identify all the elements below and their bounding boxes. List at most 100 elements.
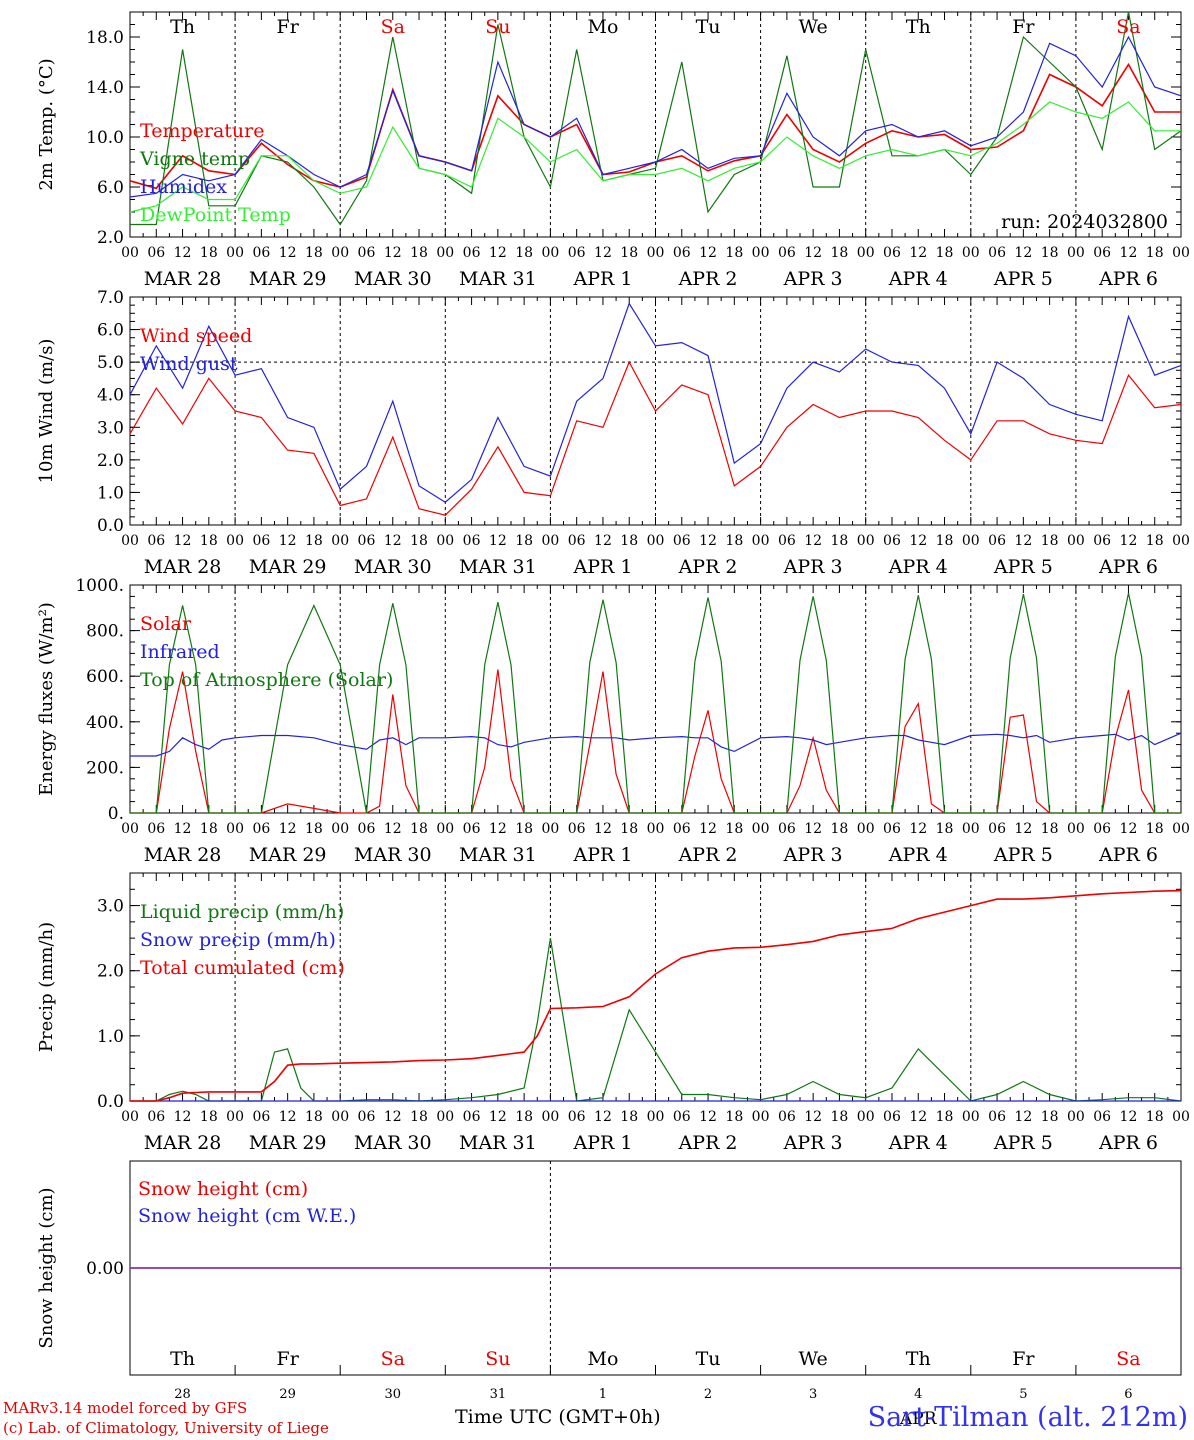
panel-3-day-label: APR 4 [888,844,948,866]
panel-2-hour-tick-label: 06 [1093,533,1111,549]
panel-4-day-label: MAR 31 [459,1132,537,1154]
panel-2-day-label: MAR 28 [144,556,222,578]
panel-3-hour-tick-label: 06 [673,821,691,837]
panel-3-hour-tick-label: 06 [147,821,165,837]
panel-1-legend-entry: Vigne temp [139,148,250,170]
panel-3-hour-tick-label: 12 [909,821,927,837]
panel-5-day-number: 29 [279,1387,296,1402]
panel-1-weekday-label: Sa [1116,16,1140,38]
panel-2-hour-tick-label: 00 [647,533,665,549]
panel-2-hour-tick-label: 12 [594,533,612,549]
panel-3-series-infrared [130,732,1182,757]
panel-1-hour-tick-label: 18 [1041,245,1059,261]
panel-4-hour-tick-label: 00 [1067,1109,1085,1125]
panel-2-day-label: MAR 30 [354,556,432,578]
panel-2-ytick-label: 4.0 [97,386,124,406]
panel-2-hour-tick-label: 06 [988,533,1006,549]
panel-1-ytick-label: 2.0 [97,228,124,248]
panel-5-weekday-label: Sa [381,1348,405,1370]
panel-4-legend-entry: Snow precip (mm/h) [140,929,336,951]
panel-3-hour-tick-label: 00 [331,821,349,837]
panel-4-legend-entry: Total cumulated (cm) [140,957,345,979]
panel-4-hour-tick-label: 06 [1093,1109,1111,1125]
panel-1-day-label: APR 6 [1098,268,1158,290]
panel-2-hour-tick-label: 06 [778,533,796,549]
panel-1-hour-tick-label: 18 [305,245,323,261]
panel-1-weekday-label: Tu [696,16,721,38]
panel-4-day-label: MAR 28 [144,1132,222,1154]
panel-1-legend-entry: Temperature [140,120,264,142]
panel-1-hour-tick-label: 06 [778,245,796,261]
panel-4-hour-tick-label: 00 [121,1109,139,1125]
panel-1-hour-tick-label: 18 [725,245,743,261]
panel-5-weekday-label: We [799,1348,828,1370]
panel-4-hour-tick-label: 00 [226,1109,244,1125]
panel-1-hour-tick-label: 06 [883,245,901,261]
panel-1-hour-tick-label: 00 [752,245,770,261]
panel-3-hour-tick-label: 00 [752,821,770,837]
panel-3-day-label: APR 1 [572,844,632,866]
panel-5-weekday-label: Sa [1116,1348,1140,1370]
panel-1-hour-tick-label: 12 [1014,245,1032,261]
panel-2-hour-tick-label: 12 [1014,533,1032,549]
panel-3-hour-tick-label: 06 [252,821,270,837]
panel-1-legend-entry: DewPoint Temp [140,204,291,226]
panel-3-hour-tick-label: 00 [121,821,139,837]
panel-4-ytick-label: 2.0 [97,962,124,982]
panel-3-hour-tick-label: 00 [647,821,665,837]
panel-3-day-label: APR 2 [678,844,738,866]
panel-3-ytick-label: 800. [86,622,124,642]
panel-4-hour-tick-label: 00 [647,1109,665,1125]
panel-4-hour-tick-label: 06 [673,1109,691,1125]
panel-2-hour-tick-label: 18 [410,533,428,549]
panel-3-ytick-label: 0. [108,804,124,824]
panel-3-ytick-label: 400. [86,713,124,733]
panel-1-hour-tick-label: 18 [831,245,849,261]
panel-2-hour-tick-label: 12 [174,533,192,549]
panel-1-day-label: APR 4 [888,268,948,290]
panel-3-hour-tick-label: 06 [883,821,901,837]
model-credit: MARv3.14 model forced by GFS [3,1399,248,1417]
panel-1-hour-tick-label: 06 [252,245,270,261]
panel-2-hour-tick-label: 12 [1120,533,1138,549]
panel-1-hour-tick-label: 06 [568,245,586,261]
panel-3-hour-tick-label: 12 [1120,821,1138,837]
panel-3-hour-tick-label: 18 [410,821,428,837]
panel-2-hour-tick-label: 18 [936,533,954,549]
panel-2-day-label: MAR 31 [459,556,537,578]
panel-1-hour-tick-label: 18 [936,245,954,261]
panel-5-weekday-label: Su [485,1348,510,1370]
panel-3-hour-tick-label: 06 [358,821,376,837]
panel-1-ytick-label: 6.0 [97,178,124,198]
panel-2-ytick-label: 0.0 [97,516,124,536]
panel-4-hour-tick-label: 06 [147,1109,165,1125]
panel-2-hour-tick-label: 12 [909,533,927,549]
panel-2-hour-tick-label: 18 [831,533,849,549]
panel-2-hour-tick-label: 18 [725,533,743,549]
panel-1-hour-tick-label: 00 [857,245,875,261]
panel-2-hour-tick-label: 00 [436,533,454,549]
panel-2-ytick-label: 5.0 [97,353,124,373]
panel-3-hour-tick-label: 00 [1067,821,1085,837]
panel-5-weekday-label: Fr [1012,1348,1035,1370]
panel-3-hour-tick-label: 12 [384,821,402,837]
panel-1-hour-tick-label: 00 [647,245,665,261]
panel-4-hour-tick-label: 06 [883,1109,901,1125]
panel-3-hour-tick-label: 00 [226,821,244,837]
panel-1-hour-tick-label: 06 [673,245,691,261]
panel-2-hour-tick-label: 00 [1067,533,1085,549]
panel-3-ytick-label: 1000. [75,576,124,596]
panel-2-series-wind-speed [129,360,1182,516]
panel-3-hour-tick-label: 12 [489,821,507,837]
panel-1-hour-tick-label: 00 [962,245,980,261]
panel-4-hour-tick-label: 18 [1041,1109,1059,1125]
panel-1-series-humidex [129,35,1182,198]
panel-4-hour-tick-label: 18 [200,1109,218,1125]
panel-4-day-label: APR 5 [993,1132,1053,1154]
panel-4-hour-tick-label: 18 [936,1109,954,1125]
panel-2-hour-tick-label: 06 [252,533,270,549]
panel-4-hour-tick-label: 06 [778,1109,796,1125]
panel-1-hour-tick-label: 00 [121,245,139,261]
panel-4-legend-entry: Liquid precip (mm/h) [140,901,344,923]
panel-3-hour-tick-label: 18 [200,821,218,837]
